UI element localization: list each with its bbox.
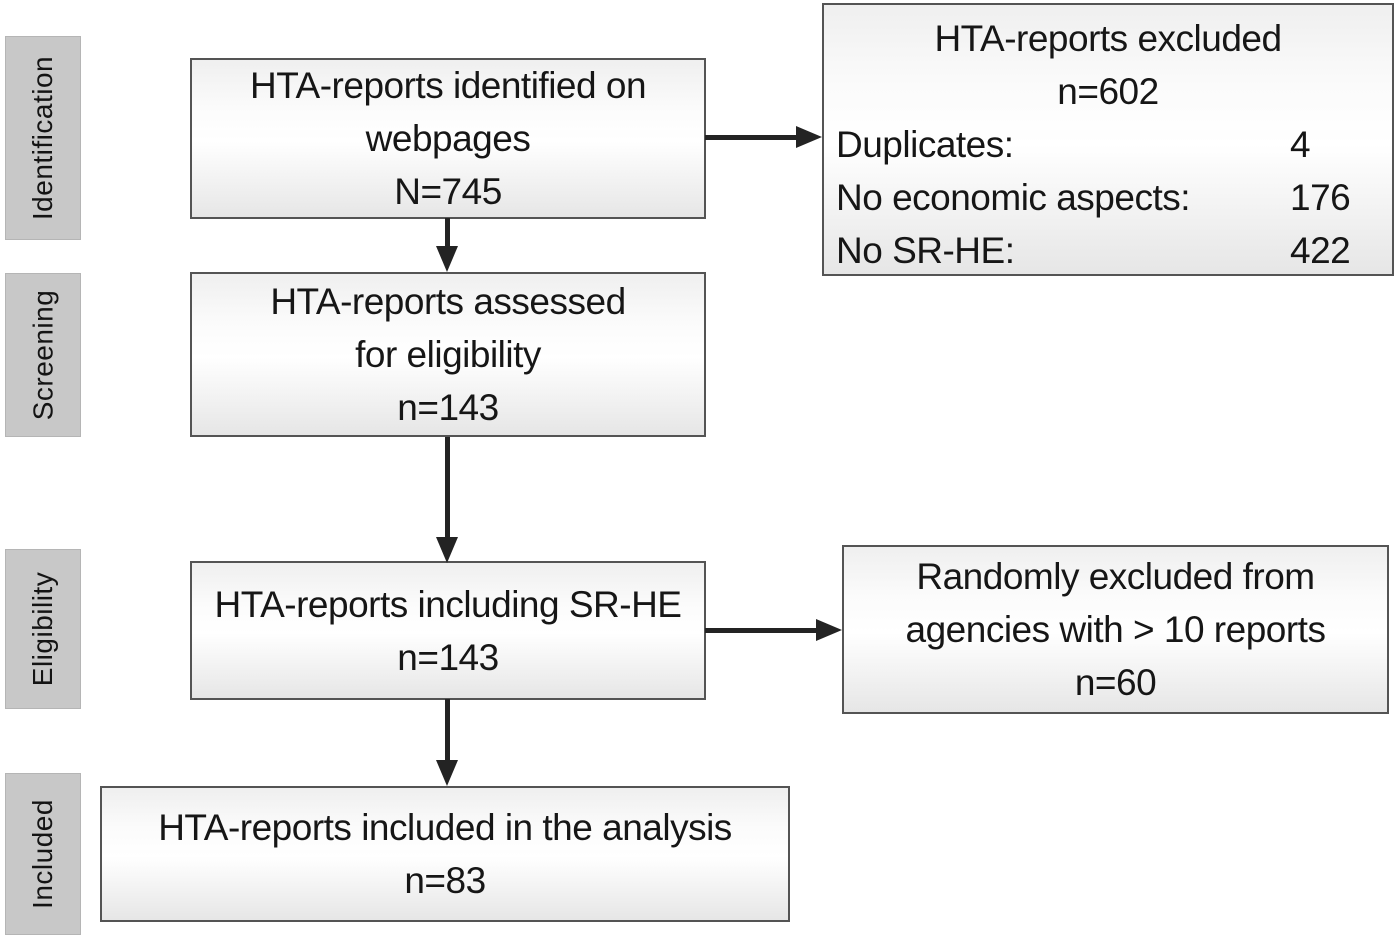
box-excluded-count: n=602 bbox=[1057, 71, 1159, 112]
box-randomly-excluded-line1: Randomly excluded from bbox=[916, 556, 1315, 597]
arrow-stem bbox=[705, 134, 796, 140]
arrow-head-icon bbox=[796, 126, 822, 148]
stage-label-identification-text: Identification bbox=[27, 55, 58, 221]
box-included-analysis: HTA-reports included in the analysis n=8… bbox=[100, 786, 790, 922]
excluded-reason-label: Duplicates: bbox=[836, 124, 1014, 165]
box-included-analysis-count: n=83 bbox=[404, 860, 486, 901]
excluded-reason-value: 4 bbox=[1290, 124, 1311, 165]
arrow-stem bbox=[444, 437, 450, 537]
box-assessed: HTA-reports assessed for eligibility n=1… bbox=[190, 272, 706, 437]
stage-label-eligibility: Eligibility bbox=[5, 549, 81, 709]
arrow-identified-to-excluded bbox=[705, 126, 822, 148]
box-assessed-line1: HTA-reports assessed bbox=[270, 281, 626, 322]
box-identified-count: N=745 bbox=[394, 171, 502, 212]
arrow-head-icon bbox=[436, 760, 458, 786]
excluded-reason-value: 422 bbox=[1290, 230, 1351, 271]
excluded-reason-row: No SR-HE: 422 bbox=[824, 224, 1392, 277]
box-identified-line2: webpages bbox=[365, 118, 531, 159]
stage-label-screening: Screening bbox=[5, 273, 81, 437]
arrow-identified-to-assessed bbox=[436, 218, 458, 272]
box-randomly-excluded-count: n=60 bbox=[1074, 662, 1157, 703]
box-randomly-excluded-line2: agencies with > 10 reports bbox=[905, 609, 1326, 650]
excluded-reason-value: 176 bbox=[1290, 177, 1351, 218]
box-included-analysis-line1: HTA-reports included in the analysis bbox=[158, 807, 732, 848]
excluded-reason-label: No SR-HE: bbox=[836, 230, 1015, 271]
arrow-head-icon bbox=[436, 537, 458, 563]
stage-label-included-text: Included bbox=[27, 799, 58, 909]
box-assessed-line2: for eligibility bbox=[355, 334, 541, 375]
arrow-stem bbox=[705, 627, 816, 633]
excluded-reason-row: Duplicates: 4 bbox=[824, 118, 1392, 171]
stage-label-included: Included bbox=[5, 773, 81, 935]
box-including-srhe: HTA-reports including SR-HE n=143 bbox=[190, 561, 706, 700]
excluded-reason-label: No economic aspects: bbox=[836, 177, 1191, 218]
arrow-including-to-included bbox=[436, 699, 458, 786]
arrow-head-icon bbox=[816, 619, 842, 641]
arrow-stem bbox=[444, 699, 450, 760]
arrow-including-to-randomly-excluded bbox=[705, 619, 842, 641]
box-identified: HTA-reports identified on webpages N=745 bbox=[190, 58, 706, 219]
stage-label-eligibility-text: Eligibility bbox=[27, 571, 58, 687]
box-assessed-count: n=143 bbox=[397, 387, 499, 428]
box-including-srhe-count: n=143 bbox=[397, 636, 499, 678]
arrow-stem bbox=[444, 218, 450, 246]
stage-label-identification: Identification bbox=[5, 36, 81, 240]
box-randomly-excluded: Randomly excluded from agencies with > 1… bbox=[842, 545, 1389, 714]
arrow-assessed-to-including bbox=[436, 437, 458, 563]
stage-label-screening-text: Screening bbox=[27, 289, 58, 421]
box-excluded: HTA-reports excluded n=602 Duplicates: 4… bbox=[822, 3, 1394, 276]
box-including-srhe-line1: HTA-reports including SR-HE bbox=[214, 583, 682, 625]
excluded-reason-row: No economic aspects: 176 bbox=[824, 171, 1392, 224]
box-excluded-title: HTA-reports excluded bbox=[934, 18, 1282, 59]
arrow-head-icon bbox=[436, 246, 458, 272]
box-identified-line1: HTA-reports identified on bbox=[249, 65, 647, 106]
